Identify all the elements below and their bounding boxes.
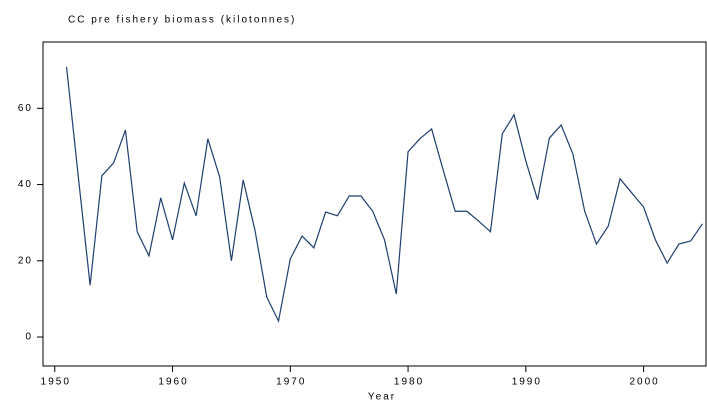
x-tick-label: 1960 (158, 377, 188, 388)
chart-title: CC pre fishery biomass (kilotonnes) (68, 15, 296, 26)
x-tick-label: 1970 (276, 377, 306, 388)
y-tick-label: 20 (18, 255, 33, 266)
x-tick-label: 2000 (629, 377, 659, 388)
plot-frame (42, 41, 707, 367)
y-tick-label: 40 (18, 179, 33, 190)
y-tick-label: 60 (18, 103, 33, 114)
y-tick-label: 0 (25, 332, 33, 343)
x-tick-label: 1990 (512, 377, 542, 388)
x-axis-label: Year (368, 392, 396, 403)
x-tick-label: 1980 (394, 377, 424, 388)
x-tick-label: 1950 (41, 377, 71, 388)
data-line (65, 66, 703, 323)
